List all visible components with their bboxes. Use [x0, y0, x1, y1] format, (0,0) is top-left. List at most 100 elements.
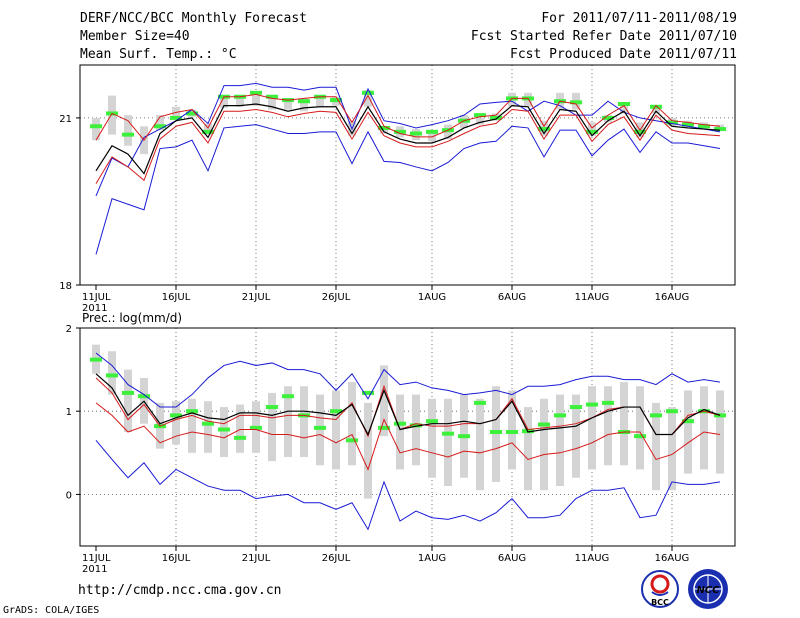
spread-box: [412, 129, 420, 141]
spread-box: [716, 390, 724, 474]
median-marker: [202, 421, 214, 426]
spread-box: [652, 106, 660, 114]
median-marker: [682, 122, 694, 127]
x-tick-label: 11AUG: [575, 292, 610, 303]
x-tick-label: 11JUL: [82, 292, 111, 303]
median-marker: [458, 118, 470, 123]
median-marker: [698, 124, 710, 129]
spread-box: [332, 390, 340, 470]
ncc-logo-text: NCC: [696, 585, 720, 596]
series-lower-line: [95, 402, 721, 471]
spread-box: [172, 401, 180, 445]
median-marker: [714, 413, 726, 418]
spread-box: [636, 386, 644, 470]
spread-box: [348, 382, 356, 466]
median-marker: [506, 430, 518, 435]
spread-box: [92, 344, 100, 374]
median-marker: [298, 99, 310, 104]
spread-box: [124, 115, 132, 146]
spread-box: [396, 126, 404, 138]
median-marker: [154, 424, 166, 429]
spread-box: [620, 103, 628, 114]
median-marker: [234, 94, 246, 99]
spread-box: [460, 115, 468, 128]
median-marker: [426, 129, 438, 134]
spread-box: [316, 394, 324, 466]
median-marker: [314, 94, 326, 99]
median-marker: [170, 413, 182, 418]
series-min-line: [95, 124, 721, 255]
x-tick-label: 16JUL: [162, 553, 191, 564]
median-marker: [378, 425, 390, 430]
median-marker: [378, 125, 390, 130]
spread-box: [300, 98, 308, 112]
spread-box: [348, 120, 356, 136]
spread-box: [156, 115, 164, 131]
spread-box: [188, 109, 196, 117]
spread-box: [268, 392, 276, 462]
spread-box: [588, 122, 596, 136]
median-marker: [250, 425, 262, 430]
x-tick-label: 11AUG: [575, 553, 610, 564]
x-tick-label: 16AUG: [655, 292, 690, 303]
spread-box: [188, 398, 196, 453]
median-marker: [138, 394, 150, 399]
median-marker: [154, 124, 166, 129]
spread-box: [540, 398, 548, 491]
spread-box: [556, 92, 564, 110]
spread-box: [684, 120, 692, 128]
median-marker: [90, 357, 102, 362]
median-marker: [442, 128, 454, 133]
spread-box: [636, 122, 644, 138]
median-marker: [666, 120, 678, 125]
panel-1-plot: [80, 328, 735, 546]
spread-box: [540, 120, 548, 136]
spread-box: [380, 365, 388, 437]
x-tick-label: 6AUG: [498, 553, 526, 564]
series-lower-line: [95, 109, 721, 184]
spread-box: [364, 402, 372, 499]
spread-box: [508, 390, 516, 470]
x-tick-label: 16JUL: [162, 292, 191, 303]
median-marker: [570, 100, 582, 105]
median-marker: [362, 390, 374, 395]
source-url[interactable]: http://cmdp.ncc.cma.gov.cn: [78, 583, 282, 598]
median-marker: [410, 423, 422, 428]
median-marker: [106, 111, 118, 116]
bcc-logo-text: BCC: [651, 598, 669, 607]
median-marker: [522, 429, 534, 434]
spread-box: [380, 126, 388, 134]
spread-box: [444, 398, 452, 487]
median-marker: [490, 430, 502, 435]
median-marker: [602, 400, 614, 405]
spread-box: [204, 123, 212, 135]
series-mean-line: [95, 373, 721, 436]
grads-credit: GrADS: COLA/IGES: [3, 605, 100, 616]
median-marker: [474, 400, 486, 405]
median-marker: [282, 394, 294, 399]
spread-box: [156, 402, 164, 449]
median-marker: [666, 409, 678, 414]
spread-box: [220, 98, 228, 108]
spread-box: [668, 407, 676, 491]
spread-box: [124, 369, 132, 433]
spread-box: [396, 394, 404, 470]
ncc-logo-icon: NCC: [688, 569, 728, 609]
median-marker: [554, 99, 566, 104]
spread-box: [300, 386, 308, 457]
x-tick-label: 21JUL: [242, 292, 271, 303]
spread-box: [492, 386, 500, 482]
spread-box: [364, 90, 372, 107]
spread-box: [604, 386, 612, 466]
spread-box: [556, 394, 564, 487]
median-marker: [618, 101, 630, 106]
spread-box: [108, 351, 116, 395]
panel-0-plot: [80, 65, 735, 285]
median-marker: [538, 422, 550, 427]
median-marker: [186, 409, 198, 414]
median-marker: [490, 115, 502, 120]
spread-box: [140, 377, 148, 424]
x-tick-label: 21JUL: [242, 553, 271, 564]
x-tick-label: 26JUL: [322, 292, 351, 303]
